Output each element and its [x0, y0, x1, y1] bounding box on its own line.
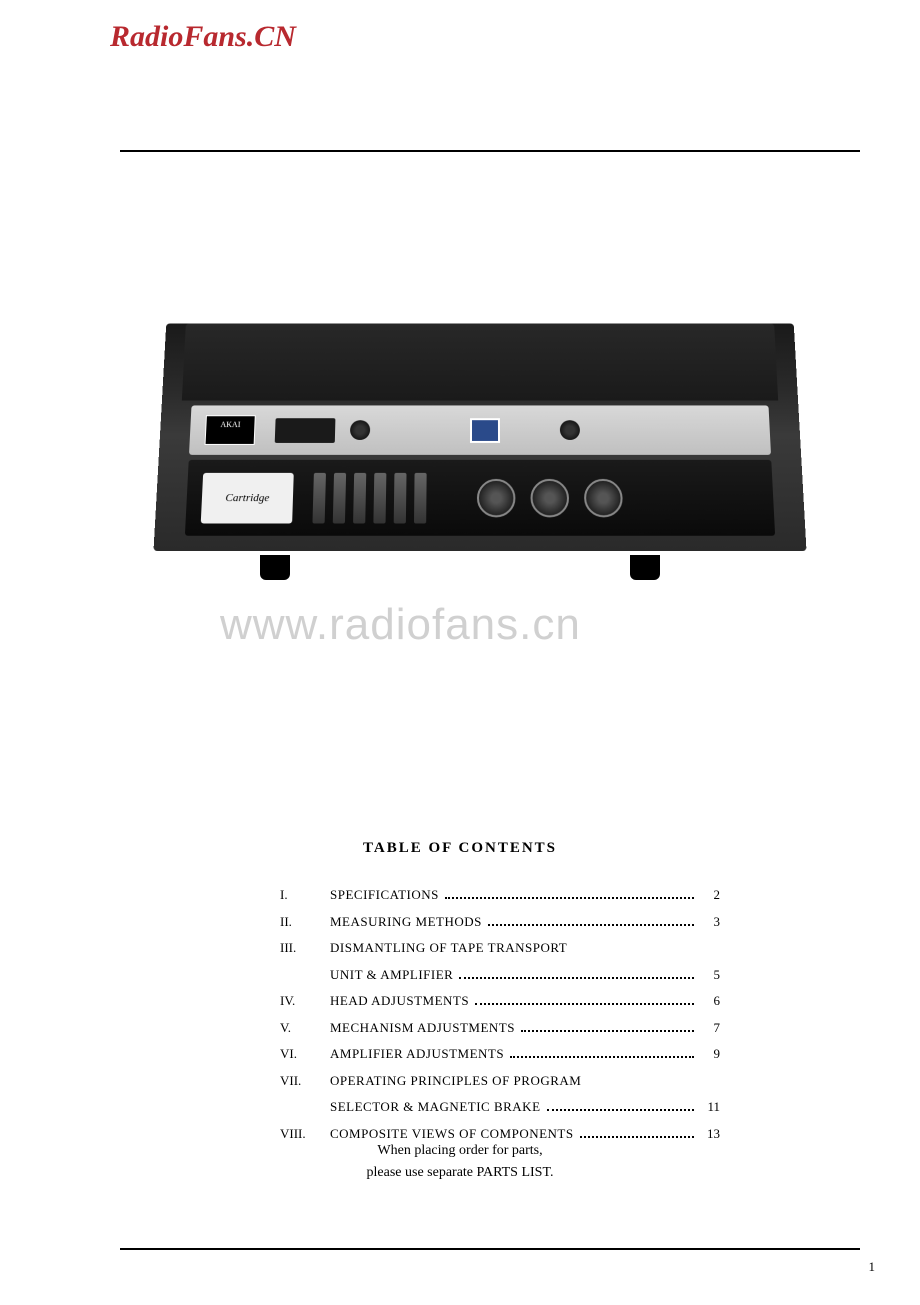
volume-knob-3 — [584, 478, 623, 516]
toc-entry: I. SPECIFICATIONS 2 — [280, 885, 720, 905]
toc-numeral: VII. — [280, 1071, 330, 1091]
toc-numeral: II. — [280, 912, 330, 932]
toc-label: MECHANISM ADJUSTMENTS — [330, 1018, 515, 1038]
toc-entry-continuation: SELECTOR & MAGNETIC BRAKE 11 — [280, 1097, 720, 1117]
volume-knob-1 — [477, 478, 516, 516]
slider-2 — [333, 472, 346, 523]
footer-line-2: please use separate PARTS LIST. — [0, 1162, 920, 1184]
toc-label: MEASURING METHODS — [330, 912, 482, 932]
table-of-contents: I. SPECIFICATIONS 2 II. MEASURING METHOD… — [280, 885, 720, 1150]
toc-page: 5 — [700, 965, 720, 985]
toc-page: 3 — [700, 912, 720, 932]
toc-entry: IV. HEAD ADJUSTMENTS 6 — [280, 991, 720, 1011]
toc-title: TABLE OF CONTENTS — [0, 840, 920, 857]
toc-numeral: V. — [280, 1018, 330, 1038]
product-photo: AKAI Cartridge — [160, 320, 800, 580]
watermark-url: www.radiofans.cn — [220, 600, 581, 650]
device-chassis: AKAI Cartridge — [153, 323, 806, 551]
toc-numeral: III. — [280, 938, 330, 958]
page-number: 1 — [869, 1259, 876, 1275]
device-lower-panel: Cartridge — [185, 460, 775, 536]
toc-leader-dots — [521, 1030, 694, 1032]
toc-entry: VII. OPERATING PRINCIPLES OF PROGRAM — [280, 1071, 720, 1091]
toc-numeral: VI. — [280, 1044, 330, 1064]
toc-label: SPECIFICATIONS — [330, 885, 439, 905]
device-top-cover — [182, 323, 778, 400]
program-indicator — [470, 418, 500, 443]
switch-panel — [275, 418, 336, 443]
toc-leader-dots — [445, 897, 694, 899]
slider-6 — [414, 472, 427, 523]
toc-entry: V. MECHANISM ADJUSTMENTS 7 — [280, 1018, 720, 1038]
slider-3 — [353, 472, 366, 523]
device-foot-left — [260, 555, 290, 580]
toc-numeral: IV. — [280, 991, 330, 1011]
cartridge-slot: Cartridge — [201, 472, 294, 523]
toc-entry: VI. AMPLIFIER ADJUSTMENTS 9 — [280, 1044, 720, 1064]
toc-numeral: I. — [280, 885, 330, 905]
slider-1 — [312, 472, 326, 523]
footer-note: When placing order for parts, please use… — [0, 1140, 920, 1185]
knob-small-2 — [560, 420, 580, 440]
toc-label: SELECTOR & MAGNETIC BRAKE — [330, 1097, 541, 1117]
top-horizontal-rule — [120, 150, 860, 152]
toc-page: 9 — [700, 1044, 720, 1064]
watermark-header: RadioFans.CN — [110, 20, 296, 54]
toc-page: 6 — [700, 991, 720, 1011]
toc-page: 2 — [700, 885, 720, 905]
toc-page: 7 — [700, 1018, 720, 1038]
toc-label: OPERATING PRINCIPLES OF PROGRAM — [330, 1071, 581, 1091]
toc-leader-dots — [547, 1109, 694, 1111]
toc-label: HEAD ADJUSTMENTS — [330, 991, 469, 1011]
toc-label: DISMANTLING OF TAPE TRANSPORT — [330, 938, 567, 958]
toc-page: 11 — [700, 1097, 720, 1117]
device-foot-right — [630, 555, 660, 580]
toc-leader-dots — [580, 1136, 694, 1138]
toc-label: UNIT & AMPLIFIER — [330, 965, 453, 985]
brand-badge: AKAI — [205, 415, 256, 445]
slider-5 — [394, 472, 407, 523]
toc-leader-dots — [488, 924, 694, 926]
toc-leader-dots — [510, 1056, 694, 1058]
slider-4 — [373, 472, 386, 523]
toc-entry: II. MEASURING METHODS 3 — [280, 912, 720, 932]
knob-small-1 — [350, 420, 370, 440]
toc-leader-dots — [475, 1003, 694, 1005]
footer-line-1: When placing order for parts, — [0, 1140, 920, 1162]
device-upper-panel: AKAI — [189, 405, 771, 454]
toc-leader-dots — [459, 977, 694, 979]
toc-label: AMPLIFIER ADJUSTMENTS — [330, 1044, 504, 1064]
slider-controls — [312, 472, 426, 523]
toc-entry: III. DISMANTLING OF TAPE TRANSPORT — [280, 938, 720, 958]
volume-knob-2 — [530, 478, 569, 516]
bottom-horizontal-rule — [120, 1248, 860, 1250]
toc-entry-continuation: UNIT & AMPLIFIER 5 — [280, 965, 720, 985]
